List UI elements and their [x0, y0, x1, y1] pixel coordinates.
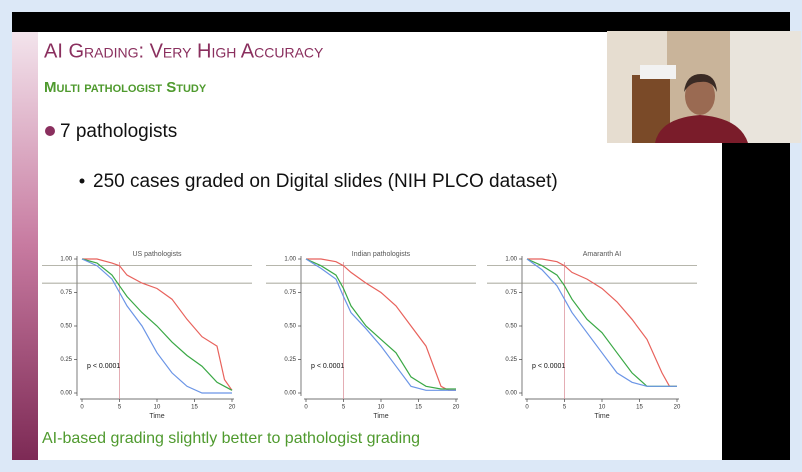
y-tick-label: 0.00 — [505, 391, 517, 397]
x-tick-label: 20 — [674, 405, 681, 411]
y-tick-label: 1.00 — [60, 257, 72, 263]
y-tick-label: 0.50 — [505, 324, 517, 330]
x-tick-label: 15 — [191, 405, 198, 411]
y-tick-label: 0.75 — [284, 290, 296, 296]
webcam — [607, 31, 801, 143]
y-tick-label: 0.25 — [284, 357, 296, 363]
y-tick-label: 1.00 — [505, 257, 517, 263]
webcam-wall-right — [730, 31, 801, 143]
y-tick-label: 0.75 — [505, 290, 517, 296]
footer: AI-based grading slightly better to path… — [42, 430, 420, 447]
x-tick-label: 20 — [229, 405, 236, 411]
y-tick-label: 0.50 — [284, 324, 296, 330]
y-tick-label: 0.50 — [60, 324, 72, 330]
y-tick-label: 0.00 — [284, 391, 296, 397]
x-tick-label: 15 — [636, 405, 643, 411]
y-tick-label: 0.25 — [505, 357, 517, 363]
y-tick-label: 0.00 — [60, 391, 72, 397]
x-tick-label: 10 — [378, 405, 385, 411]
x-tick-label: 15 — [415, 405, 422, 411]
x-tick-label: 20 — [453, 405, 460, 411]
sub-bullet: 250 cases graded on Digital slides (NIH … — [93, 171, 558, 192]
x-axis-label: Time — [594, 413, 609, 420]
screen: AI Grading: Very High Accuracy Multi pat… — [0, 0, 802, 472]
slide-title: AI Grading: Very High Accuracy — [44, 40, 324, 62]
chart-title: Amaranth AI — [583, 251, 622, 258]
slide-strip — [12, 32, 38, 460]
y-tick-label: 1.00 — [284, 257, 296, 263]
chart-title: US pathologists — [132, 251, 182, 258]
p-value: p < 0.0001 — [532, 363, 565, 370]
sub-bullet-dot — [80, 179, 85, 184]
bullet-dot — [45, 126, 55, 136]
webcam-ac — [640, 65, 676, 79]
y-tick-label: 0.25 — [60, 357, 72, 363]
p-value: p < 0.0001 — [87, 363, 120, 370]
y-tick-label: 0.75 — [60, 290, 72, 296]
x-tick-label: 10 — [154, 405, 161, 411]
p-value: p < 0.0001 — [311, 363, 344, 370]
bullet: 7 pathologists — [60, 121, 177, 142]
x-axis-label: Time — [373, 413, 388, 420]
chart-title: Indian pathologists — [352, 251, 411, 258]
slide-subtitle: Multi pathologist Study — [44, 79, 207, 96]
x-tick-label: 10 — [599, 405, 606, 411]
x-axis-label: Time — [149, 413, 164, 420]
